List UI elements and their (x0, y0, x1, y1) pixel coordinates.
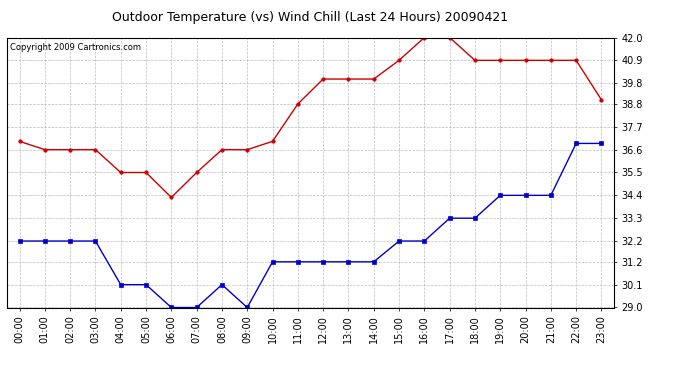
Text: Copyright 2009 Cartronics.com: Copyright 2009 Cartronics.com (10, 43, 141, 52)
Text: Outdoor Temperature (vs) Wind Chill (Last 24 Hours) 20090421: Outdoor Temperature (vs) Wind Chill (Las… (112, 11, 509, 24)
